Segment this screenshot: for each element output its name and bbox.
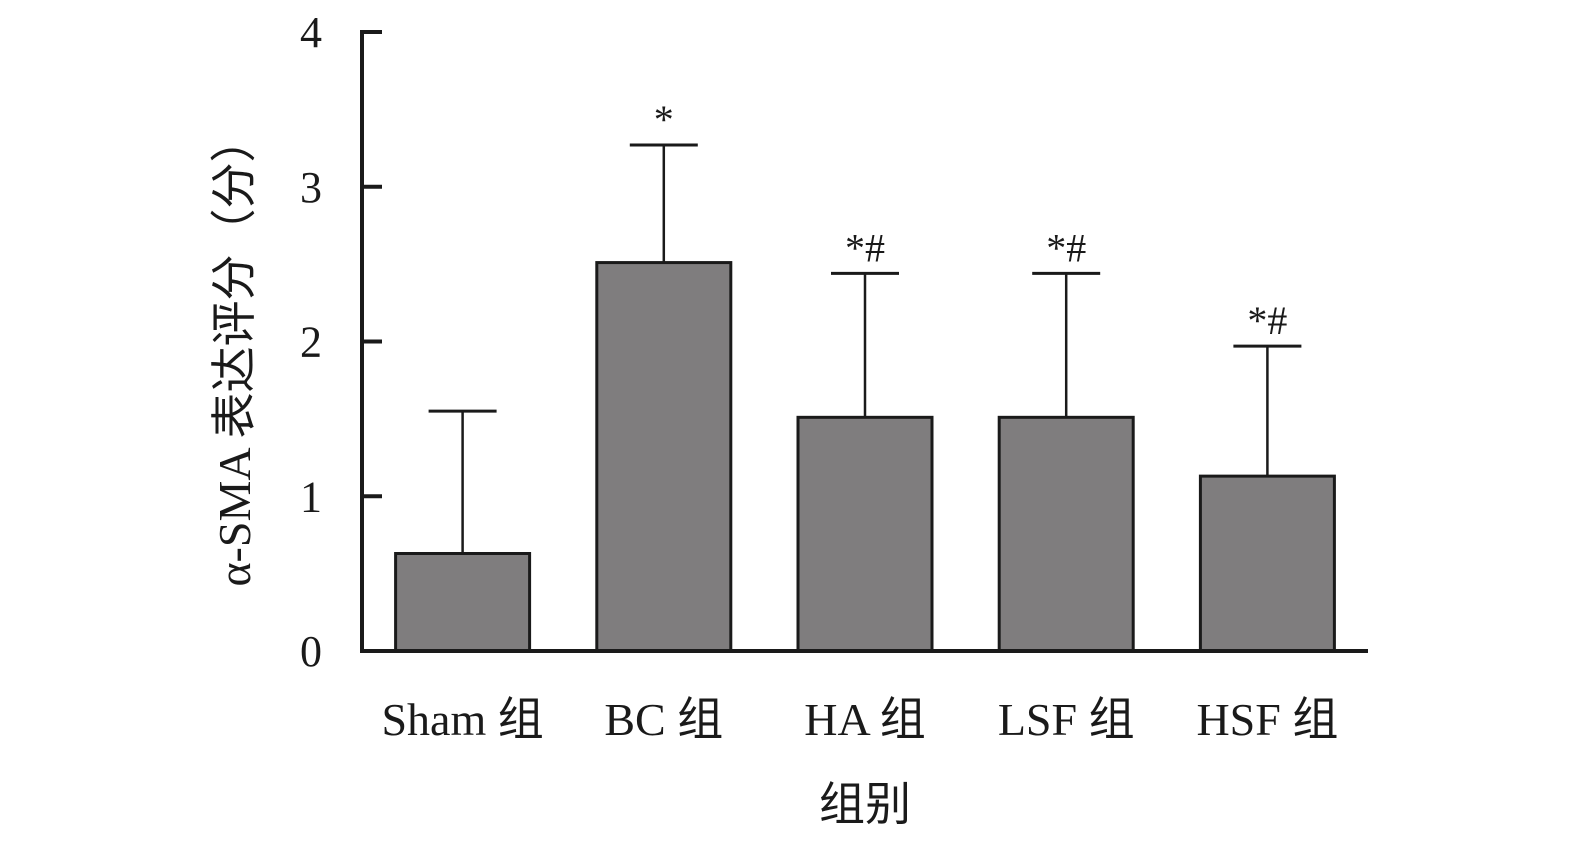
significance-label-1: *: [654, 97, 674, 142]
significance-label-2: *#: [845, 225, 885, 270]
bar-1: [595, 261, 733, 653]
y-tick-label-3: 3: [300, 163, 322, 212]
y-tick-label-0: 0: [300, 627, 322, 676]
bar-0: [394, 552, 532, 653]
y-tick-label-1: 1: [300, 472, 322, 521]
tick-labels-group: Sham 组 BC 组 HA 组 LSF 组 HSF 组 0 1 2 3 4: [300, 8, 1338, 745]
x-tick-label-3: LSF 组: [998, 694, 1135, 745]
bar-2: [796, 415, 934, 653]
x-axis-title: 组别: [819, 779, 911, 830]
x-tick-label-4: HSF 组: [1196, 694, 1338, 745]
y-tick-label-2: 2: [300, 318, 322, 367]
x-tick-label-1: BC 组: [604, 694, 723, 745]
bar-4: [1198, 474, 1336, 653]
error-bars-group: [428, 143, 1302, 554]
bar-3: [997, 415, 1135, 653]
y-tick-label-4: 4: [300, 8, 322, 57]
x-tick-label-0: Sham 组: [381, 694, 543, 745]
significance-labels-group: * *# *# *#: [654, 97, 1288, 343]
x-tick-label-2: HA 组: [804, 694, 925, 745]
y-axis-title: α-SMA 表达评分（分）: [209, 116, 260, 586]
axes-group: [360, 30, 1368, 653]
significance-label-4: *#: [1247, 298, 1287, 343]
significance-label-3: *#: [1046, 225, 1086, 270]
